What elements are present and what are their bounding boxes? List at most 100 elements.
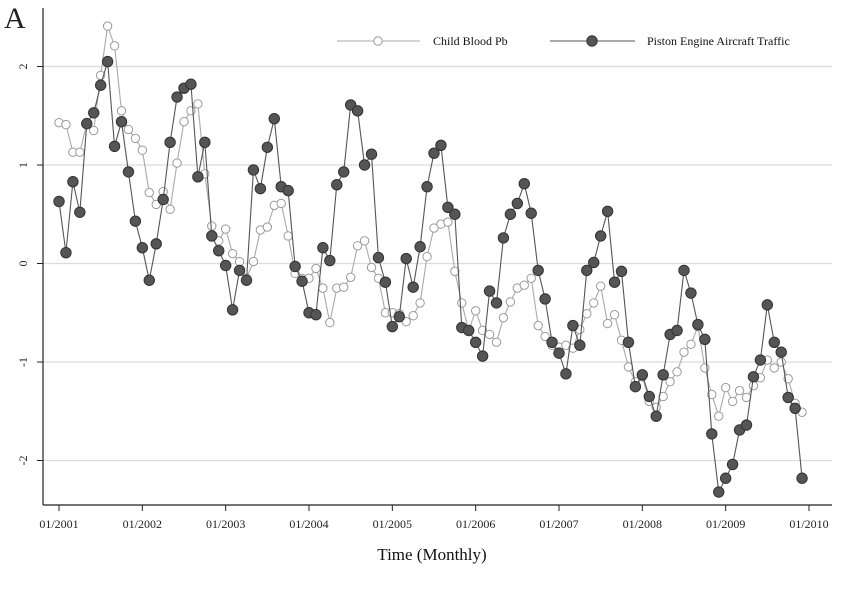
data-point (435, 139, 447, 152)
x-tick-label: 01/2009 (706, 517, 745, 531)
data-point (518, 178, 530, 190)
data-point (157, 193, 169, 206)
data-point (505, 297, 516, 307)
y-tick-label: 1 (16, 162, 30, 168)
data-point (283, 231, 293, 241)
data-point (775, 346, 787, 358)
data-point (713, 486, 725, 498)
data-point (254, 182, 267, 195)
series-line (58, 25, 803, 419)
data-point (137, 145, 148, 155)
data-point (88, 107, 100, 119)
data-point (567, 319, 579, 332)
data-point (657, 369, 669, 381)
data-point (608, 276, 621, 288)
data-point (450, 266, 460, 277)
legend-label: Child Blood Pb (433, 34, 508, 48)
data-point (484, 329, 495, 340)
data-point (782, 391, 794, 404)
data-point (589, 298, 599, 308)
data-point (164, 136, 176, 149)
x-tick-label: 01/2002 (123, 517, 162, 531)
x-tick-label: 01/2001 (39, 517, 78, 531)
data-point (442, 201, 454, 214)
data-point (108, 140, 121, 152)
y-tick-label: 2 (16, 64, 30, 70)
data-point (226, 304, 239, 316)
data-point (769, 363, 779, 373)
data-point (581, 264, 593, 277)
data-point (719, 472, 732, 484)
data-point (352, 241, 363, 251)
data-point (365, 148, 378, 160)
data-point (678, 264, 690, 277)
data-point (748, 380, 759, 391)
data-point (747, 371, 760, 383)
data-point (601, 205, 614, 217)
data-point (150, 238, 162, 250)
data-point (400, 252, 412, 265)
data-point (497, 232, 510, 244)
data-point (318, 283, 328, 293)
data-point (622, 336, 635, 348)
data-point (582, 309, 592, 319)
x-tick-label: 01/2006 (456, 517, 495, 531)
data-point (67, 176, 79, 188)
data-point (700, 363, 710, 373)
data-point (429, 223, 439, 233)
data-point (692, 318, 704, 331)
data-point (129, 215, 142, 227)
data-point (186, 106, 196, 116)
data-point (650, 410, 662, 422)
data-point (324, 254, 336, 267)
data-point (422, 251, 432, 262)
data-point (415, 298, 425, 308)
data-point (768, 336, 780, 348)
legend-label: Piston Engine Aircraft Traffic (647, 34, 790, 48)
data-point (428, 147, 440, 159)
data-point (796, 472, 808, 484)
data-point (358, 159, 371, 171)
data-point (476, 350, 489, 362)
data-point (546, 336, 558, 348)
y-tick-label: -2 (16, 456, 30, 466)
series-child-blood-pb (54, 21, 807, 421)
data-point (199, 136, 211, 149)
data-point (491, 337, 502, 347)
data-point (345, 272, 356, 282)
data-point (311, 263, 321, 274)
data-point (679, 347, 689, 357)
data-point (247, 164, 260, 176)
data-point (53, 195, 65, 208)
data-point (414, 241, 426, 253)
data-point (408, 311, 418, 321)
data-point (526, 273, 536, 283)
data-point (372, 251, 385, 264)
data-point (594, 230, 607, 242)
data-point (220, 224, 231, 234)
data-point (144, 187, 154, 198)
data-point (227, 248, 238, 259)
y-tick-label: 0 (16, 261, 30, 267)
data-point (338, 166, 350, 178)
data-point (109, 41, 120, 51)
data-point (213, 244, 225, 257)
data-point (457, 298, 467, 308)
data-point (449, 208, 461, 220)
data-point (60, 246, 72, 259)
data-point (233, 264, 246, 277)
legend-marker (586, 35, 598, 47)
data-point (574, 339, 586, 351)
data-point (386, 320, 399, 333)
data-point (706, 428, 718, 440)
series-layer (53, 21, 808, 498)
data-point (789, 402, 801, 414)
data-point (519, 280, 529, 290)
axes: -2 -1 0 1 2 01/2001 01/2002 01/2003 01/2004 01/20… (16, 8, 832, 531)
data-point (699, 333, 711, 346)
data-point (219, 259, 232, 272)
data-point (351, 105, 364, 117)
data-point (136, 242, 149, 254)
y-tick-label: -1 (16, 357, 30, 367)
data-point (101, 55, 114, 68)
